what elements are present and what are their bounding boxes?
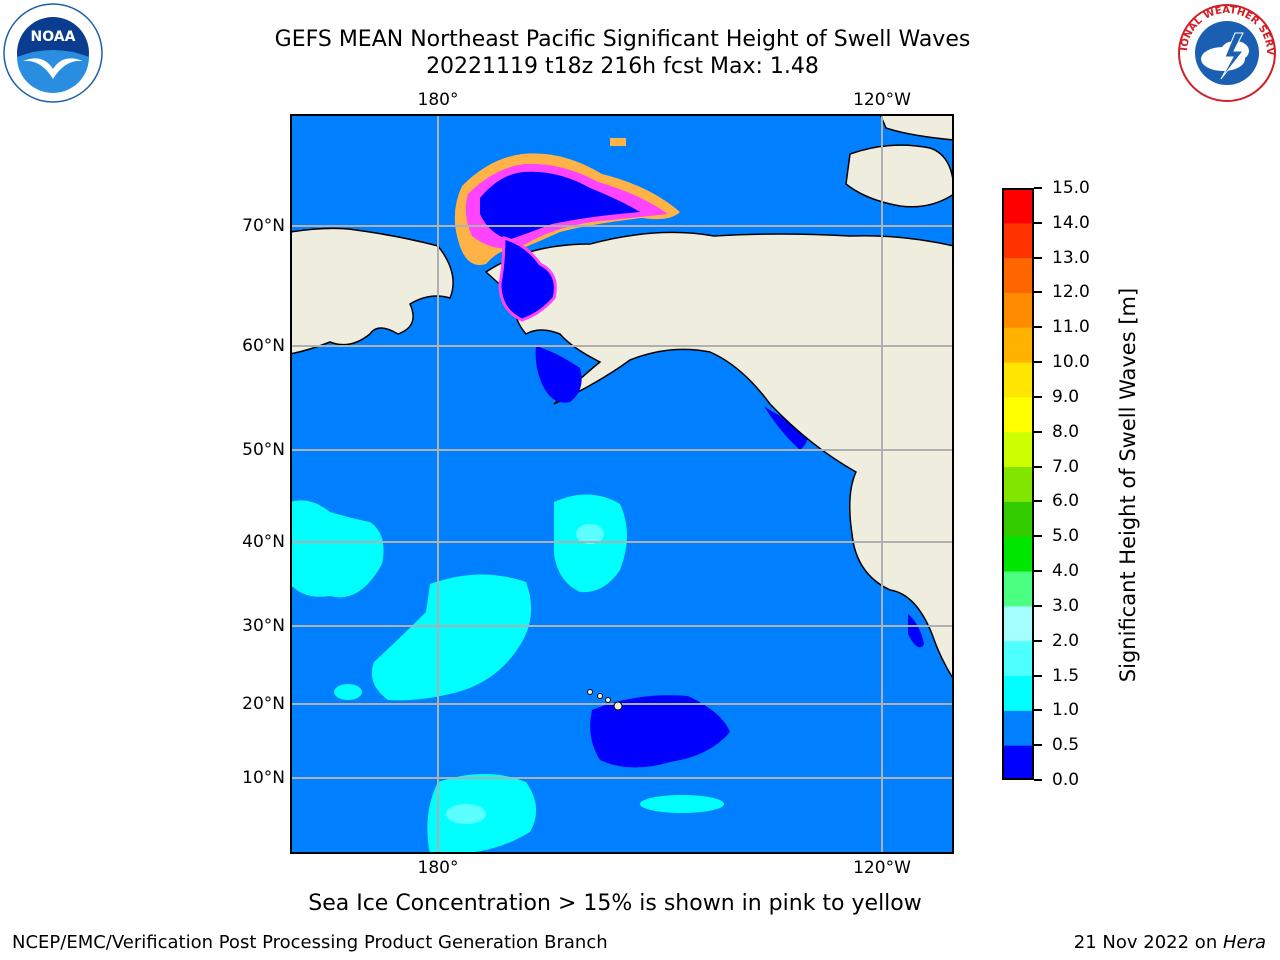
chart-subtitle: 20221119 t18z 216h fcst Max: 1.48 [426,54,819,79]
colorbar-tick-label: 14.0 [1052,212,1090,233]
colorbar-tick-mark [1034,430,1042,433]
colorbar-segment [1002,396,1034,433]
colorbar-segment [1002,640,1034,677]
graticule [290,114,954,854]
sea-ice-band [454,138,680,403]
lat-label-10n: 10°N [242,768,285,788]
colorbar-tick-mark [1034,361,1042,364]
lat-label-20n: 20°N [242,694,285,714]
lat-label-70n: 70°N [242,216,285,236]
colorbar-tick-label: 15.0 [1052,178,1090,198]
colorbar-tick-mark [1034,639,1042,642]
lon-label-bottom-120w: 120°W [853,858,911,878]
colorbar-tick-mark [1034,221,1042,224]
colorbar-tick-mark [1034,604,1042,607]
colorbar-tick-label: 12.0 [1052,282,1090,303]
nws-logo: NATIONAL WEATHER SERVICE [1177,3,1276,102]
colorbar-segment [1002,188,1034,224]
hawaii-islands [587,689,623,711]
colorbar-segment [1002,501,1034,537]
colorbar-segment [1002,710,1034,746]
colorbar-tick-mark [1034,465,1042,468]
swell-low-areas [590,406,924,768]
colorbar-tick-mark [1034,326,1042,329]
lat-label-40n: 40°N [242,532,285,552]
colorbar-tick-label: 4.0 [1052,561,1080,582]
colorbar-tick-mark [1034,500,1042,503]
colorbar-tick-label: 13.0 [1052,247,1090,268]
colorbar-tick-label: 7.0 [1052,456,1080,477]
colorbar-segment [1002,571,1034,607]
colorbar-tick-mark [1034,744,1042,747]
colorbar-tick-mark [1034,674,1042,677]
lon-label-top-180: 180° [417,90,459,110]
sea-ice-caption: Sea Ice Concentration > 15% is shown in … [308,891,922,916]
colorbar-segment [1002,536,1034,572]
colorbar-segment [1002,675,1034,711]
lon-label-bottom-180: 180° [417,858,459,878]
colorbar-segment [1002,466,1034,502]
colorbar-tick-label: 0.5 [1052,735,1080,756]
colorbar-segment [1002,431,1034,468]
colorbar [1002,188,1034,780]
colorbar-tick-label: 10.0 [1052,352,1090,373]
colorbar-tick-label: 5.0 [1052,526,1080,547]
colorbar-tick-label: 3.0 [1052,595,1080,616]
chart-title: GEFS MEAN Northeast Pacific Significant … [274,27,971,52]
colorbar-segment [1002,222,1034,259]
land-areas [290,114,954,682]
swell-height-map [290,114,954,854]
footer-date: 21 Nov 2022 on Hera [1074,933,1266,953]
colorbar-tick-label: 0.0 [1052,770,1080,790]
colorbar-tick-label: 6.0 [1052,491,1080,512]
colorbar-segment [1002,327,1034,363]
colorbar-tick-label: 9.0 [1052,386,1080,407]
colorbar-tick-mark [1034,187,1042,189]
swell-1.5-2m-areas [446,524,604,824]
colorbar-segment [1002,362,1034,398]
colorbar-tick-mark [1034,535,1042,538]
lat-label-30n: 30°N [242,616,285,636]
noaa-logo-text: NOAA [31,29,76,45]
colorbar-tick-mark [1034,779,1042,781]
colorbar-segment [1002,292,1034,328]
footer-host: Hera [1222,932,1266,953]
lon-label-top-120w: 120°W [853,90,911,110]
colorbar-segment [1002,745,1034,780]
colorbar-tick-mark [1034,256,1042,259]
colorbar-tick-label: 8.0 [1052,421,1080,442]
colorbar-tick-mark [1034,570,1042,573]
noaa-logo: NOAA [3,3,103,103]
colorbar-segment [1002,257,1034,293]
lat-label-50n: 50°N [242,440,285,460]
colorbar-tick-label: 1.5 [1052,665,1080,686]
colorbar-tick-label: 1.0 [1052,700,1080,721]
colorbar-tick-mark [1034,291,1042,294]
colorbar-label: Significant Height of Swell Waves [m] [1116,287,1140,683]
footer-date-text: 21 Nov 2022 on [1073,932,1223,953]
colorbar-tick-mark [1034,709,1042,712]
colorbar-tick-mark [1034,395,1042,398]
colorbar-tick-label: 11.0 [1052,317,1090,338]
colorbar-tick-label: 2.0 [1052,630,1080,651]
lat-label-60n: 60°N [242,336,285,356]
footer-credit: NCEP/EMC/Verification Post Processing Pr… [12,932,608,953]
colorbar-segment [1002,605,1034,642]
